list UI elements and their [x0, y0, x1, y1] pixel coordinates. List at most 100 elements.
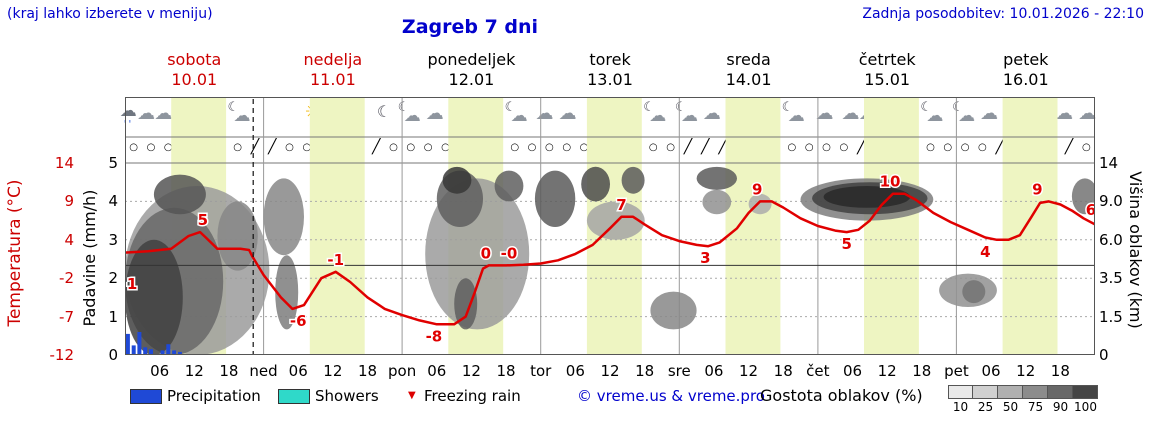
cloud-density-label: Gostota oblakov (%)	[760, 386, 923, 405]
hour-label: 06	[981, 362, 1001, 380]
wind-calm-icon: ○	[163, 142, 173, 153]
cloud-icon: ☁	[841, 103, 860, 124]
day-abbrev-label: pon	[388, 362, 417, 380]
wind-calm-icon: ○	[527, 142, 537, 153]
showers-swatch	[278, 389, 310, 404]
wind-calm-icon: ○	[822, 142, 831, 153]
temp-tick: -12	[49, 346, 75, 364]
cloud-density-step: 90	[1048, 385, 1073, 414]
rain-icon: ☁ ''	[119, 101, 137, 130]
mooncloud-icon: ☾ ☁	[920, 100, 944, 126]
wind-calm-icon: ○	[510, 142, 520, 153]
hour-label: 06	[150, 362, 170, 380]
cloud-density-swatch	[948, 385, 973, 399]
cloud-density-swatch	[998, 385, 1023, 399]
hour-label: 06	[842, 362, 863, 380]
location-hint: (kraj lahko izberete v meniju)	[7, 6, 213, 22]
day-abbrev-label: čet	[806, 362, 830, 380]
cloud-icon: ☁	[425, 103, 444, 124]
day-header: ponedeljek 12.01	[402, 50, 541, 90]
day-name: petek	[1003, 50, 1049, 69]
hour-label: 12	[739, 362, 759, 380]
cloud-icon: ☁	[558, 103, 577, 124]
cloud-density-swatch	[1023, 385, 1048, 399]
wind-calm-icon: ○	[804, 142, 814, 153]
hour-label: 06	[704, 362, 724, 380]
precipitation-swatch	[130, 389, 162, 404]
cloud-height-tick: 14	[1099, 154, 1119, 172]
svg-text:7: 7	[616, 196, 626, 214]
svg-text:-6: -6	[290, 312, 307, 330]
hour-label: 12	[184, 362, 204, 380]
wind-calm-icon: ○	[839, 142, 849, 153]
svg-text:5: 5	[198, 211, 208, 229]
wind-barb-icon: ╱	[250, 139, 260, 155]
svg-text:-8: -8	[426, 327, 443, 345]
hour-label: 06	[288, 362, 308, 380]
hour-label: 18	[1050, 362, 1070, 380]
cloud-density-value: 75	[1027, 400, 1044, 414]
hour-label: 18	[219, 362, 239, 380]
cloud-density-swatch	[1048, 385, 1073, 399]
wind-barb-icon: ╱	[701, 139, 710, 155]
freezing-rain-label: Freezing rain	[424, 387, 521, 405]
mooncloud-icon: ☾ ☁	[397, 100, 421, 126]
wind-barb-icon: ╱	[683, 139, 693, 155]
cloud-icon: ☁	[137, 103, 156, 124]
precip-tick: 1	[108, 307, 118, 326]
temp-tick: -7	[59, 307, 74, 326]
hour-label: 18	[635, 362, 655, 380]
precip-tick: 2	[108, 269, 118, 288]
wind-calm-icon: ○	[579, 142, 589, 153]
wind-calm-icon: ○	[423, 142, 433, 153]
cloud-density-scale: 10 25 50 75 90 100	[948, 385, 1098, 414]
mooncloud-icon: ☾ ☁	[504, 100, 528, 126]
temp-tick: 4	[64, 230, 74, 249]
wind-calm-icon: ○	[1081, 142, 1091, 153]
hour-label: 06	[565, 362, 585, 380]
wind-barb-icon: ╱	[718, 139, 727, 155]
mooncloud-icon: ☾ ☁	[781, 100, 805, 126]
day-date: 12.01	[448, 70, 495, 89]
svg-text:-0: -0	[501, 244, 518, 262]
svg-text:5: 5	[841, 235, 851, 253]
cloud-density-value: 90	[1052, 400, 1069, 414]
day-name: sreda	[726, 50, 771, 69]
precip-tick: 3	[108, 230, 118, 249]
hour-label: 18	[773, 362, 793, 380]
precip-tick: 5	[108, 154, 118, 172]
last-update: Zadnja posodobitev: 10.01.2026 - 22:10	[862, 6, 1144, 22]
wind-calm-icon: ○	[441, 142, 450, 153]
svg-text:4: 4	[980, 243, 990, 261]
wind-calm-icon: ○	[666, 142, 675, 153]
wind-calm-icon: ○	[960, 142, 970, 153]
temp-tick: -2	[59, 269, 74, 288]
hour-label: 18	[496, 362, 516, 380]
wind-calm-icon: ○	[787, 142, 797, 153]
svg-text:9: 9	[1032, 180, 1042, 198]
hour-label: 18	[912, 362, 932, 380]
day-name: torek	[589, 50, 631, 69]
day-abbrev-label: ned	[249, 362, 278, 380]
copyright-link[interactable]: © vreme.us & vreme.pro	[577, 387, 765, 405]
day-header: nedelja 11.01	[264, 50, 403, 90]
day-header: torek 13.01	[541, 50, 680, 90]
temperature-axis-label: Temperatura (°C)	[5, 179, 25, 327]
wind-calm-icon: ○	[233, 142, 242, 153]
wind-barb-icon: ╱	[268, 139, 277, 155]
wind-calm-icon: ○	[562, 142, 572, 153]
hour-label: 12	[877, 362, 897, 380]
mooncloud-icon: ☾ ☁	[643, 100, 667, 126]
wind-calm-icon: ○	[406, 142, 416, 153]
wind-calm-icon: ○	[648, 142, 658, 153]
precip-tick: 4	[108, 192, 118, 211]
cloud-icon: ☁	[1078, 103, 1097, 124]
svg-text:6: 6	[1086, 201, 1095, 219]
hour-label: 12	[600, 362, 620, 380]
page-title: Zagreb 7 dni	[401, 16, 539, 38]
wind-calm-icon: ○	[285, 142, 294, 153]
cloud-icon: ☁	[154, 103, 173, 124]
day-header: petek 16.01	[956, 50, 1095, 90]
cloud-height-tick: 9.0	[1099, 192, 1123, 211]
cloud-density-value: 100	[1074, 400, 1097, 414]
